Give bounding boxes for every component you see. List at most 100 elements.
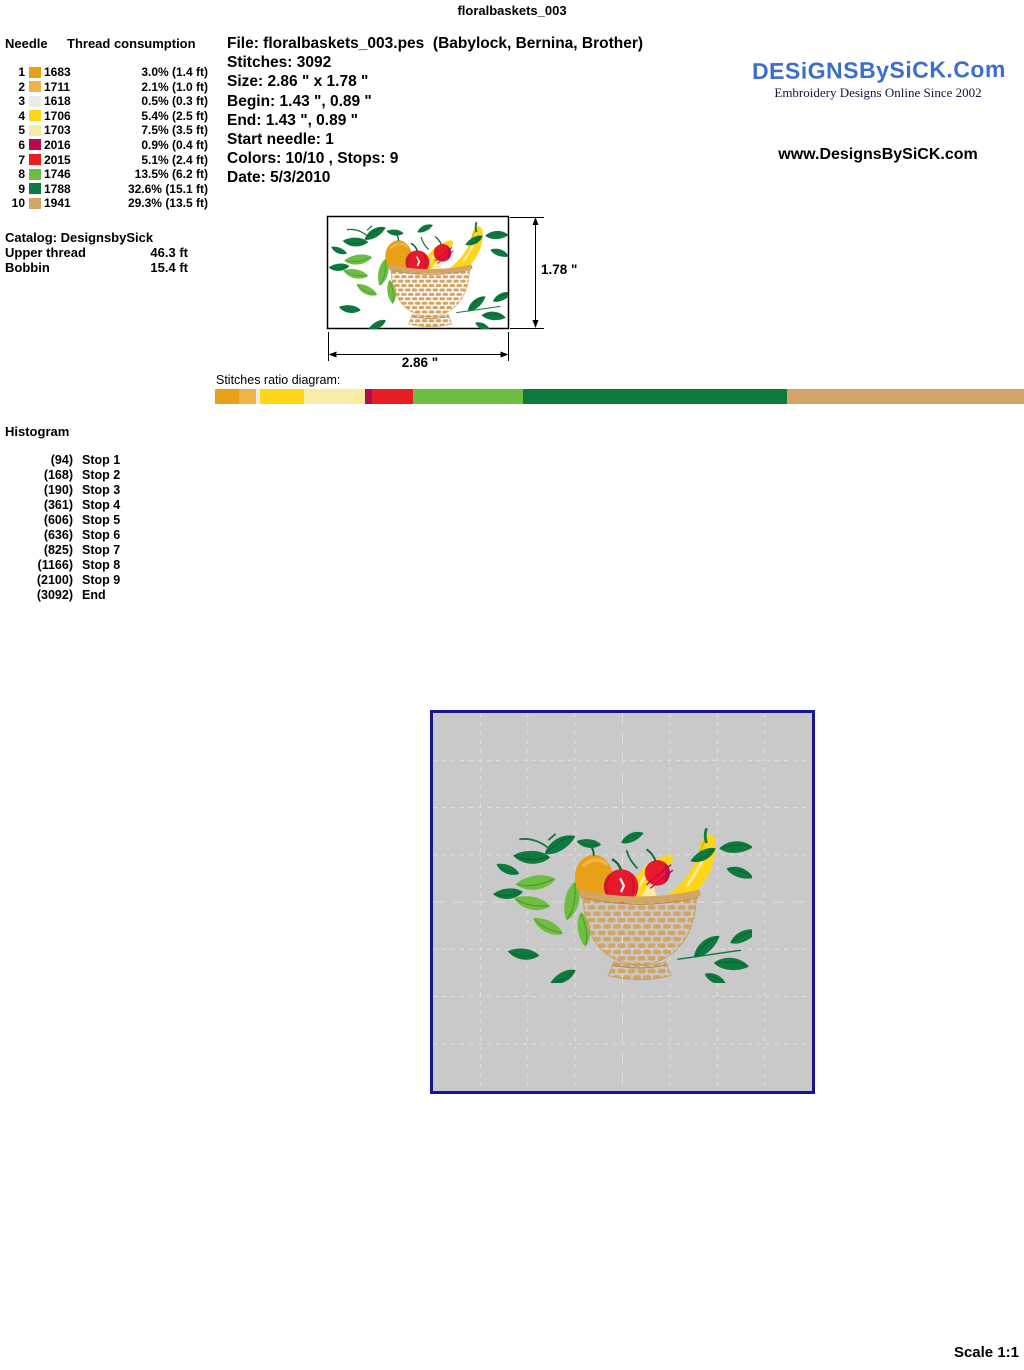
stop-label: End	[82, 588, 106, 602]
thread-color-swatch	[29, 124, 41, 136]
file-info-line: Size: 2.86 " x 1.78 "	[227, 73, 369, 91]
ratio-segment	[260, 389, 305, 404]
needle-number: 8	[18, 167, 25, 182]
bobbin-row: Bobbin 15.4 ft	[5, 260, 188, 275]
hoop-grid-preview	[430, 710, 815, 1094]
thread-code: 1711	[44, 79, 71, 94]
thread-consumption-value: 13.5% (6.2 ft)	[134, 167, 208, 182]
thread-code: 1706	[44, 108, 71, 123]
stop-label: Stop 7	[82, 543, 121, 557]
needle-row: 8 1746 13.5% (6.2 ft)	[5, 167, 208, 182]
file-info-line: Stitches: 3092	[227, 54, 332, 72]
needle-row: 9 1788 32.6% (15.1 ft)	[5, 182, 208, 197]
thread-color-swatch	[29, 66, 41, 78]
needle-number: 1	[18, 65, 25, 79]
thread-code: 2015	[44, 152, 71, 167]
needle-number: 4	[18, 108, 25, 123]
thread-code: 1941	[44, 196, 71, 211]
thread-consumption-value: 3.0% (1.4 ft)	[141, 65, 208, 79]
thread-color-swatch	[29, 95, 41, 107]
histogram-stop-row: (94) Stop 1	[5, 453, 120, 468]
width-dimension-label: 2.86 "	[401, 355, 439, 370]
histogram-stop-row: (1166) Stop 8	[5, 558, 121, 573]
thread-code: 1703	[44, 123, 71, 138]
page-title: floralbaskets_003	[457, 3, 567, 18]
catalog-block: Catalog: DesignsbySick Upper thread 46.3…	[5, 230, 188, 275]
ratio-segment	[256, 389, 261, 404]
needle-row: 3 1618 0.5% (0.3 ft)	[5, 94, 208, 109]
needle-row: 10 1941 29.3% (13.5 ft)	[5, 196, 208, 211]
needle-number: 7	[18, 152, 25, 167]
thread-consumption-value: 32.6% (15.1 ft)	[127, 181, 208, 196]
histogram-stop-row: (606) Stop 5	[5, 513, 120, 528]
needle-row: 6 2016 0.9% (0.4 ft)	[5, 138, 208, 153]
upper-thread-row: Upper thread 46.3 ft	[5, 245, 188, 260]
histogram-stop-row: (3092) End	[5, 588, 120, 603]
file-info-line: End: 1.43 ", 0.89 "	[227, 111, 359, 129]
website-url: www.DesignsBySiCK.com	[778, 146, 978, 163]
file-info-line: Date: 5/3/2010	[227, 169, 331, 187]
height-dimension-label: 1.78 "	[541, 262, 578, 277]
stop-stitch-count: (1166)	[37, 558, 73, 572]
file-info-line: Begin: 1.43 ", 0.89 "	[227, 92, 372, 110]
needle-row: 5 1703 7.5% (3.5 ft)	[5, 123, 208, 138]
thread-consumption-value: 0.5% (0.3 ft)	[141, 94, 208, 109]
thread-consumption-value: 0.9% (0.4 ft)	[141, 137, 208, 152]
histogram-section: Histogram (94) Stop 1 (168) Stop 2 (190) Stop…	[5, 424, 120, 602]
needle-row: 1 1683 3.0% (1.4 ft)	[5, 65, 208, 80]
ratio-segment	[413, 389, 523, 404]
ratio-segment	[304, 389, 365, 404]
needle-table-rows: 1 1683 3.0% (1.4 ft) 2 1711 2.1% (1.0 ft) 3 161…	[5, 65, 208, 211]
histogram-stop-row: (636) Stop 6	[5, 528, 120, 543]
needle-thread-table: Needle Thread consumption 1 1683 3.0% (1.4…	[5, 36, 208, 210]
stop-stitch-count: (2100)	[36, 573, 73, 587]
file-info-line: Colors: 10/10 , Stops: 9	[227, 150, 399, 168]
stop-stitch-count: (825)	[43, 543, 73, 557]
ratio-segment	[372, 389, 414, 404]
logo-tagline: Embroidery Designs Online Since 2002	[774, 85, 982, 100]
stop-stitch-count: (3092)	[36, 588, 73, 602]
file-info-block: File: floralbaskets_003.pes (Babylock, B…	[227, 34, 643, 188]
thread-color-swatch	[29, 168, 41, 180]
stop-label: Stop 8	[82, 558, 121, 572]
hoop-grid-canvas	[433, 713, 812, 1091]
histogram-stop-row: (190) Stop 3	[5, 483, 120, 498]
stop-label: Stop 1	[82, 453, 121, 467]
thread-color-swatch	[29, 154, 41, 166]
histogram-title: Histogram	[5, 424, 70, 439]
thread-color-swatch	[29, 183, 41, 195]
thread-code: 1746	[44, 167, 71, 182]
thread-consumption-value: 29.3% (13.5 ft)	[127, 196, 208, 211]
ratio-segment	[215, 389, 240, 404]
thread-consumption-value: 2.1% (1.0 ft)	[141, 79, 208, 94]
dimension-lines	[328, 217, 544, 361]
stop-label: Stop 3	[82, 483, 121, 497]
stop-stitch-count: (636)	[43, 528, 73, 542]
needle-column-header: Needle	[5, 36, 48, 51]
stop-label: Stop 9	[82, 573, 121, 587]
needle-number: 2	[18, 79, 25, 94]
histogram-stop-row: (361) Stop 4	[5, 498, 120, 513]
bobbin-value: 15.4 ft	[150, 260, 188, 275]
thread-color-swatch	[29, 197, 41, 209]
needle-number: 9	[18, 181, 25, 196]
thread-code: 1618	[44, 94, 71, 109]
catalog-line: Catalog: DesignsbySick	[5, 230, 154, 245]
needle-number: 3	[18, 94, 25, 109]
histogram-stop-row: (825) Stop 7	[5, 543, 120, 558]
thread-color-swatch	[29, 139, 41, 151]
needle-table-header: Needle Thread consumption	[5, 36, 208, 52]
dimensioned-preview-drawing	[326, 215, 544, 361]
stop-stitch-count: (190)	[43, 483, 73, 497]
needle-row: 2 1711 2.1% (1.0 ft)	[5, 80, 208, 95]
needle-number: 10	[11, 196, 25, 211]
thread-consumption-value: 7.5% (3.5 ft)	[141, 123, 208, 138]
needle-number: 5	[18, 123, 25, 138]
thread-code: 1788	[44, 181, 71, 196]
stop-label: Stop 6	[82, 528, 121, 542]
upper-thread-label: Upper thread	[5, 245, 86, 260]
thread-consumption-value: 5.1% (2.4 ft)	[141, 152, 208, 167]
thread-code: 1683	[44, 65, 71, 79]
stitches-ratio-bar	[215, 389, 1024, 404]
